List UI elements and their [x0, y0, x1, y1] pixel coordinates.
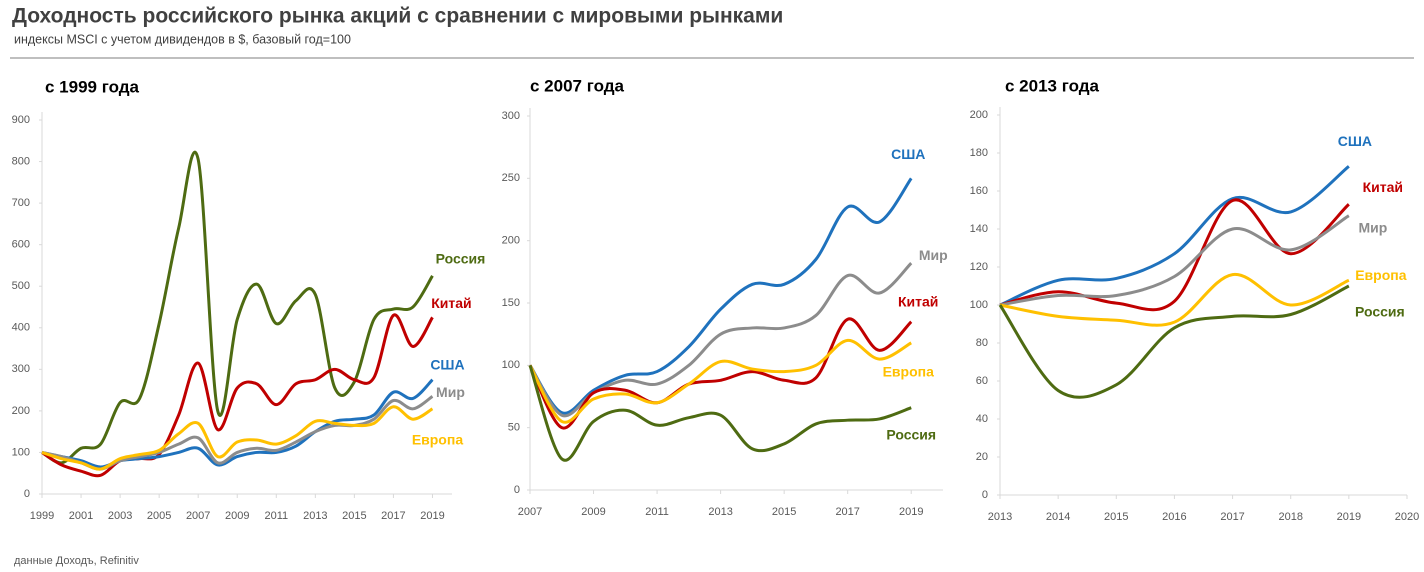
series-line: [528, 317, 913, 430]
y-tick-label: 100: [502, 359, 520, 371]
y-tick-label: 800: [12, 155, 30, 167]
x-tick-label: 2009: [581, 506, 605, 518]
panel-title: с 1999 года: [45, 77, 140, 96]
x-tick-label: 2015: [342, 510, 366, 522]
panel-title: с 2013 года: [1005, 76, 1100, 95]
y-tick-label: 900: [12, 114, 30, 126]
series-label: Европа: [1355, 267, 1407, 283]
y-tick-label: 120: [970, 261, 988, 273]
y-tick-label: 20: [976, 451, 988, 463]
x-tick-label: 2019: [420, 510, 444, 522]
x-tick-label: 1999: [30, 510, 54, 522]
y-tick-label: 100: [970, 299, 988, 311]
series-line: [999, 198, 1350, 312]
page-subtitle: индексы MSCI с учетом дивидендов в $, ба…: [14, 32, 351, 46]
x-tick-label: 2017: [835, 506, 859, 518]
series-line: [528, 338, 912, 424]
series-label: США: [1338, 133, 1372, 149]
y-tick-label: 500: [12, 280, 30, 292]
series-label: Россия: [886, 426, 936, 442]
y-tick-label: 200: [970, 109, 988, 121]
y-tick-label: 200: [502, 235, 520, 247]
series-label: Китай: [431, 295, 471, 311]
y-tick-label: 100: [12, 446, 30, 458]
x-tick-label: 2011: [645, 506, 669, 518]
x-tick-label: 2020: [1395, 511, 1419, 523]
panel-title: с 2007 года: [530, 76, 625, 95]
x-tick-label: 2013: [988, 511, 1012, 523]
y-tick-label: 140: [970, 223, 988, 235]
y-tick-label: 0: [24, 488, 30, 500]
y-tick-label: 600: [12, 239, 30, 251]
y-tick-label: 250: [502, 172, 520, 184]
x-tick-label: 2009: [225, 510, 249, 522]
series-label: США: [891, 146, 925, 162]
source: данные Доходъ, Refinitiv: [14, 555, 139, 567]
x-tick-label: 2018: [1278, 511, 1302, 523]
series-line: [528, 177, 913, 415]
x-tick-label: 2013: [303, 510, 327, 522]
y-tick-label: 150: [502, 297, 520, 309]
series-line: [528, 364, 912, 462]
page-title: Доходность российского рынка акций с сра…: [12, 5, 783, 28]
series-label: Мир: [1358, 219, 1387, 235]
x-tick-label: 2001: [69, 510, 93, 522]
x-tick-label: 2016: [1162, 511, 1186, 523]
x-tick-label: 2017: [1220, 511, 1244, 523]
series-label: Европа: [412, 432, 464, 448]
y-tick-label: 400: [12, 322, 30, 334]
series-line: [528, 262, 913, 418]
x-tick-label: 2007: [518, 506, 542, 518]
x-tick-label: 2005: [147, 510, 171, 522]
series-line: [999, 214, 1350, 307]
series-label: Мир: [436, 384, 465, 400]
x-tick-label: 2007: [186, 510, 210, 522]
y-tick-label: 700: [12, 197, 30, 209]
series-line: [41, 150, 434, 465]
y-tick-label: 50: [508, 422, 520, 434]
series-label: Россия: [1355, 304, 1405, 320]
x-tick-label: 2014: [1046, 511, 1070, 523]
x-tick-label: 2017: [381, 510, 405, 522]
series-label: США: [430, 356, 464, 372]
x-tick-label: 2013: [708, 506, 732, 518]
x-tick-label: 2019: [1337, 511, 1361, 523]
y-tick-label: 180: [970, 147, 988, 159]
x-tick-label: 2019: [899, 506, 923, 518]
series-line: [999, 165, 1350, 307]
x-tick-label: 2015: [772, 506, 796, 518]
series-label: Мир: [919, 247, 948, 263]
x-tick-label: 2015: [1104, 511, 1128, 523]
y-tick-label: 60: [976, 375, 988, 387]
y-tick-label: 200: [12, 405, 30, 417]
series-label: Китай: [898, 293, 938, 309]
series-line: [41, 405, 434, 471]
y-tick-label: 300: [12, 363, 30, 375]
x-tick-label: 2011: [264, 510, 288, 522]
series-label: Европа: [883, 364, 935, 380]
series-line: [999, 273, 1350, 327]
y-tick-label: 300: [502, 110, 520, 122]
series-label: Китай: [1363, 179, 1403, 195]
y-tick-label: 0: [982, 489, 988, 501]
x-tick-label: 2003: [108, 510, 132, 522]
y-tick-label: 0: [514, 484, 520, 496]
y-tick-label: 160: [970, 185, 988, 197]
series-line: [998, 284, 1350, 399]
y-tick-label: 40: [976, 413, 988, 425]
series-line: [41, 313, 434, 478]
y-tick-label: 80: [976, 337, 988, 349]
series-label: Россия: [436, 251, 486, 267]
